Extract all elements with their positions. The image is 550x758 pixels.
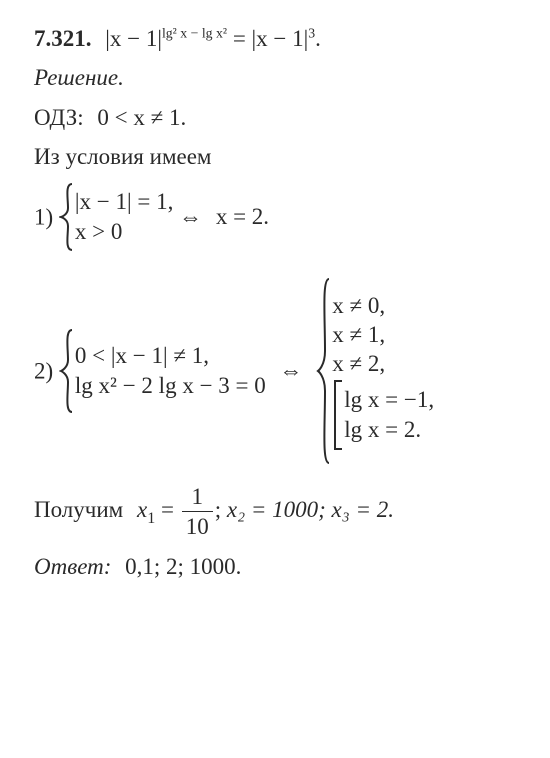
lhs-exp: lg² x − lg x² — [162, 25, 227, 40]
from-cond: Из условия имеем — [34, 142, 520, 171]
curly-brace-icon — [316, 276, 332, 466]
case2-right-row5: lg x = 2. — [344, 415, 434, 444]
case2-left-stack: 0 < |x − 1| ≠ 1, lg x² − 2 lg x − 3 = 0 — [75, 341, 266, 400]
case2-right-stack: x ≠ 0, x ≠ 1, x ≠ 2, lg x = −1, lg x = 2… — [332, 291, 434, 451]
odz-label: ОДЗ: — [34, 105, 84, 130]
case2-right-sq: lg x = −1, lg x = 2. — [332, 379, 434, 451]
case1-brace-group: |x − 1| = 1, x > 0 — [59, 182, 173, 252]
case2-right-row1: x ≠ 0, — [332, 291, 434, 320]
answer-values: 0,1; 2; 1000. — [125, 554, 241, 579]
x3: x₃ = 2. — [332, 497, 394, 522]
case2-no: 2) — [34, 358, 53, 383]
sep1: ; — [215, 497, 227, 522]
solution-page: 7.321. |x − 1|lg² x − lg x² = |x − 1|3. … — [0, 0, 550, 615]
answer-label: Ответ: — [34, 554, 111, 579]
problem-number: 7.321. — [34, 26, 92, 51]
x1-frac: 110 — [182, 482, 213, 542]
x1-eq: = — [155, 497, 179, 522]
case2-right-row3: x ≠ 2, — [332, 349, 434, 378]
case1-no: 1) — [34, 204, 53, 229]
case2-right-row2: x ≠ 1, — [332, 320, 434, 349]
case1-stack: |x − 1| = 1, x > 0 — [75, 187, 173, 246]
answer-line: Ответ: 0,1; 2; 1000. — [34, 552, 520, 581]
square-bracket-icon — [332, 379, 344, 451]
equals-1: = — [233, 26, 252, 51]
case2-left-group: 0 < |x − 1| ≠ 1, lg x² − 2 lg x − 3 = 0 — [59, 328, 266, 414]
case2-left-row1: 0 < |x − 1| ≠ 1, — [75, 341, 266, 370]
curly-brace-icon — [59, 182, 75, 252]
case2-right-row4: lg x = −1, — [344, 385, 434, 414]
results-line: Получим x 1 = 110; x₂ = 1000; x₃ = 2. — [34, 482, 520, 542]
case2-right-group: x ≠ 0, x ≠ 1, x ≠ 2, lg x = −1, lg x = 2… — [316, 276, 434, 466]
iff-1: ⇔ — [179, 204, 202, 229]
solution-label: Решение. — [34, 63, 520, 92]
iff-2: ⇔ — [280, 358, 303, 383]
x1-den: 10 — [182, 511, 213, 541]
curly-brace-icon — [59, 328, 75, 414]
case2: 2) 0 < |x − 1| ≠ 1, lg x² − 2 lg x − 3 =… — [34, 276, 520, 466]
case1: 1) |x − 1| = 1, x > 0 ⇔ x = 2. — [34, 182, 520, 252]
case2-right-sq-stack: lg x = −1, lg x = 2. — [344, 385, 434, 444]
odz-cond: 0 < x ≠ 1. — [97, 105, 186, 130]
x1-num: 1 — [182, 482, 213, 511]
case2-right-sq-group: lg x = −1, lg x = 2. — [332, 379, 434, 451]
case1-row2: x > 0 — [75, 217, 173, 246]
lhs-base: |x − 1| — [105, 26, 162, 51]
rhs-base: |x − 1| — [252, 26, 309, 51]
case1-row1: |x − 1| = 1, — [75, 187, 173, 216]
case2-left-row2: lg x² − 2 lg x − 3 = 0 — [75, 371, 266, 400]
case1-result: x = 2. — [216, 204, 269, 229]
period-1: . — [315, 26, 321, 51]
problem-line: 7.321. |x − 1|lg² x − lg x² = |x − 1|3. — [34, 24, 520, 53]
results-prefix: Получим — [34, 497, 123, 522]
odz-line: ОДЗ: 0 < x ≠ 1. — [34, 103, 520, 132]
x1-lhs: x — [137, 497, 147, 522]
x2: x₂ = 1000; — [227, 497, 332, 522]
